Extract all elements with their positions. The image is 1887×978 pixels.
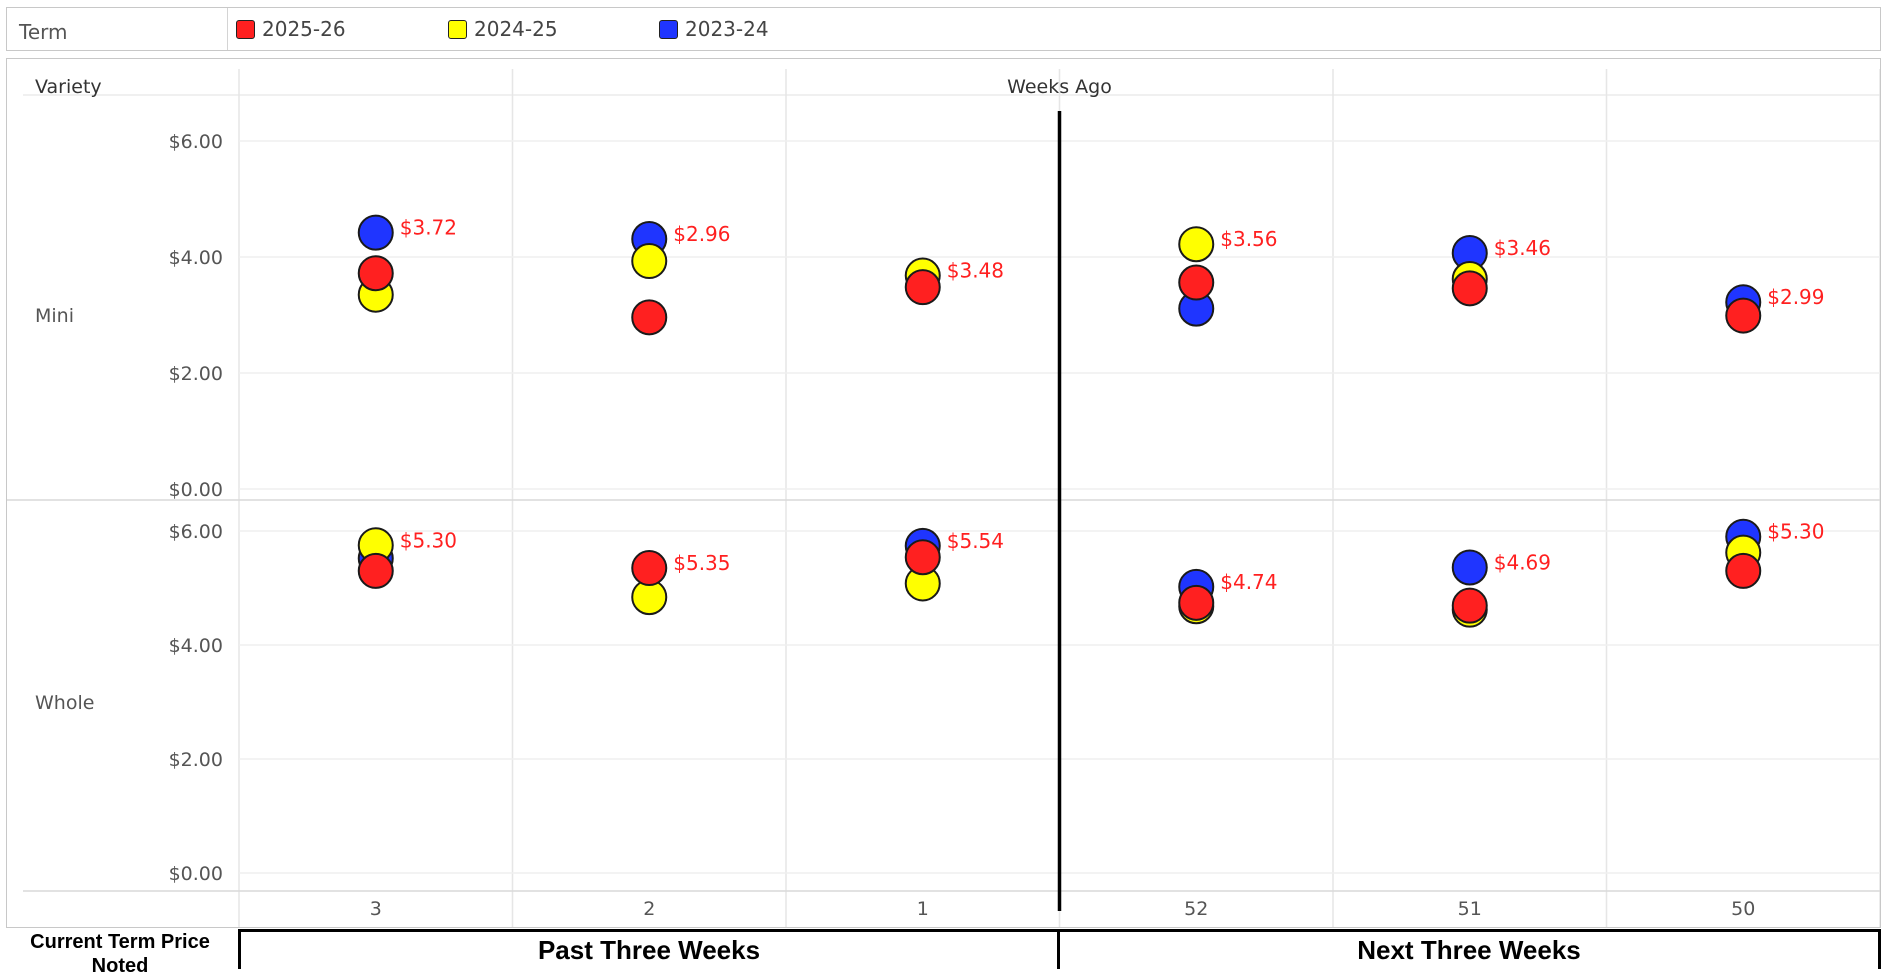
legend: Term 2025-26 2024-25 2023-24 (6, 7, 1881, 51)
data-label-whole-2: $5.35 (673, 551, 730, 575)
y-tick-label: $4.00 (169, 247, 223, 269)
point-whole-2025-26-2 (631, 550, 668, 587)
y-tick-label: $0.00 (169, 479, 223, 501)
legend-item-2023-24[interactable]: 2023-24 (659, 16, 769, 42)
point-whole-2025-26-1 (904, 539, 941, 576)
x-tick-label: 1 (917, 898, 929, 920)
legend-label-2023-24: 2023-24 (685, 17, 769, 41)
data-label-whole-51: $4.69 (1494, 550, 1551, 574)
row-header: Variety (35, 76, 102, 98)
point-mini-2025-26-2 (631, 299, 668, 336)
x-tick-label: 50 (1731, 898, 1755, 920)
y-tick-label: $2.00 (169, 363, 223, 385)
past-three-weeks-label: Past Three Weeks (238, 929, 1060, 969)
chart-frame: Variety Weeks Ago $0.00 $2.00 $4.00 $6.00 Mini… (6, 58, 1881, 928)
y-tick-label: $2.00 (169, 749, 223, 771)
point-mini-2025-26-50 (1725, 297, 1762, 334)
x-tick-label: 52 (1184, 898, 1208, 920)
panel-label-whole: Whole (35, 692, 94, 714)
legend-item-2025-26[interactable]: 2025-26 (236, 16, 346, 42)
legend-label-2024-25: 2024-25 (474, 17, 558, 41)
panel-label-mini: Mini (35, 305, 74, 327)
point-whole-2023-24-51 (1451, 549, 1488, 586)
data-label-mini-3: $3.72 (400, 216, 457, 240)
data-label-whole-52: $4.74 (1220, 570, 1277, 594)
point-whole-2025-26-3 (357, 552, 394, 589)
point-mini-2023-24-3 (357, 214, 394, 251)
x-tick-label: 3 (370, 898, 382, 920)
data-label-mini-2: $2.96 (673, 222, 730, 246)
x-tick-label: 2 (643, 898, 655, 920)
point-mini-2025-26-3 (357, 255, 394, 292)
point-mini-2024-25-52 (1178, 226, 1215, 263)
point-whole-2025-26-52 (1178, 584, 1215, 621)
next-three-weeks-label: Next Three Weeks (1057, 929, 1881, 969)
scatter-chart: Variety Weeks Ago$0.00$2.00$4.00$6.00Mini… (7, 69, 1880, 927)
legend-swatch-2024-25 (448, 19, 467, 39)
point-whole-2025-26-50 (1725, 552, 1762, 589)
y-tick-label: $6.00 (169, 131, 223, 153)
y-tick-label: $0.00 (169, 863, 223, 885)
legend-divider (227, 8, 228, 50)
point-mini-2025-26-52 (1178, 264, 1215, 301)
legend-swatch-2025-26 (236, 19, 255, 39)
y-tick-label: $6.00 (169, 521, 223, 543)
data-label-mini-51: $3.46 (1494, 236, 1551, 260)
point-mini-2024-25-2 (631, 243, 668, 280)
data-label-mini-1: $3.48 (947, 259, 1004, 283)
data-label-mini-52: $3.56 (1220, 227, 1277, 251)
data-label-whole-50: $5.30 (1767, 520, 1824, 544)
legend-label-2025-26: 2025-26 (262, 17, 346, 41)
legend-title: Term (19, 20, 68, 44)
point-mini-2025-26-1 (904, 269, 941, 306)
point-whole-2025-26-51 (1451, 587, 1488, 624)
data-label-mini-50: $2.99 (1767, 285, 1824, 309)
x-tick-label: 51 (1458, 898, 1482, 920)
data-label-whole-3: $5.30 (400, 528, 457, 552)
legend-swatch-2023-24 (659, 19, 678, 39)
legend-item-2024-25[interactable]: 2024-25 (448, 16, 558, 42)
current-term-price-noted-label: Current Term Price Noted (30, 931, 210, 977)
data-label-whole-1: $5.54 (947, 529, 1004, 553)
point-mini-2025-26-51 (1451, 270, 1488, 307)
y-tick-label: $4.00 (169, 635, 223, 657)
